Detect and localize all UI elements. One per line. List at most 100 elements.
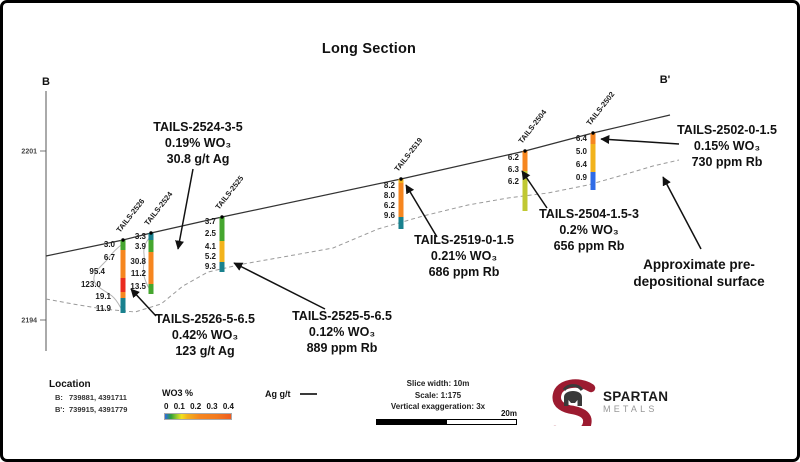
- surface-line: [45, 114, 671, 257]
- assay-value-label: 13.5: [130, 282, 146, 291]
- annotation-line: TAILS-2524-3-5: [153, 120, 242, 134]
- annotation-line: 889 ppm Rb: [307, 341, 378, 355]
- drillhole-label: TAILS-2526: [114, 197, 146, 234]
- annotation-line: TAILS-2525-5-6.5: [292, 309, 392, 323]
- location-b-row: B: 739881, 4391711: [55, 393, 127, 402]
- annotation: TAILS-2524-3-5 0.19% WO₃ 30.8 g/t Ag: [153, 120, 243, 250]
- wo3-legend-title: WO3 %: [162, 388, 194, 398]
- scalebar-filled-half: [377, 420, 447, 424]
- annotation-line: 123 g/t Ag: [175, 344, 234, 358]
- assay-value-label: 3.0: [104, 240, 116, 249]
- assay-interval-yellow: [219, 253, 225, 262]
- assay-value-label: 95.4: [89, 267, 105, 276]
- assay-value-label: 6.2: [508, 177, 520, 186]
- scalebar-graphic: [376, 419, 517, 425]
- logo-subtitle: METALS: [603, 403, 658, 414]
- annotation-line: TAILS-2526-5-6.5: [155, 312, 255, 326]
- assay-interval-teal: [148, 233, 154, 240]
- assay-value-label: 5.0: [576, 147, 588, 156]
- wo3-tick: 0.2: [190, 402, 202, 411]
- assay-interval-orange: [120, 292, 126, 298]
- assay-interval-yellow: [590, 144, 596, 158]
- assay-value-label: 6.2: [508, 153, 520, 162]
- assay-value-label: 6.2: [384, 201, 396, 210]
- assay-interval-green: [219, 217, 225, 230]
- assay-interval-orange: [522, 151, 528, 155]
- assay-value-label: 11.9: [96, 304, 112, 313]
- drillhole-collar-dot: [399, 177, 403, 181]
- location-legend: Location B: 739881, 4391711 B': 739915, …: [49, 379, 127, 414]
- annotation-line: Approximate pre-: [643, 257, 755, 272]
- wo3-legend-ticks: 0 0.1 0.2 0.3 0.4: [162, 402, 234, 411]
- drillhole-collar-dot: [121, 238, 125, 242]
- annotation-line: 0.2% WO₃: [559, 223, 618, 237]
- elevation-tick-label: 2194: [21, 318, 37, 325]
- assay-interval-orange: [120, 262, 126, 278]
- annotation: TAILS-2504-1.5-3 0.2% WO₃ 656 ppm Rb: [521, 170, 639, 253]
- assay-value-label: 19.1: [95, 292, 111, 301]
- location-b-value: 739881, 4391711: [69, 393, 127, 402]
- scalebar-label: 20m: [500, 409, 517, 418]
- wo3-tick: 0.4: [222, 402, 234, 411]
- assay-interval-orange: [398, 193, 404, 203]
- assay-interval-orange: [148, 252, 154, 272]
- annotation-arrow: [662, 176, 702, 250]
- annotation-line: 656 ppm Rb: [554, 239, 625, 253]
- ag-legend: Ag g/t: [265, 389, 317, 399]
- scalebar: 20m: [376, 409, 517, 425]
- assay-interval-orange: [398, 203, 404, 217]
- annotation-arrow: [130, 288, 157, 317]
- assay-interval-green: [219, 230, 225, 241]
- vertical-exaggeration-text: Vertical exaggeration: 3x: [390, 402, 486, 411]
- annotation: TAILS-2502-0-1.5 0.15% WO₃ 730 ppm Rb: [600, 123, 777, 169]
- drillhole-label: TAILS-2519: [392, 136, 424, 173]
- annotation-line: 0.21% WO₃: [431, 249, 497, 263]
- ag-profile-curve: [142, 234, 153, 293]
- assay-interval-orange: [398, 183, 404, 193]
- assay-interval-orange: [590, 133, 596, 144]
- annotation-line: 0.12% WO₃: [309, 325, 375, 339]
- annotation: TAILS-2526-5-6.5 0.42% WO₃ 123 g/t Ag: [130, 288, 255, 358]
- ag-profile-curve: [93, 242, 125, 311]
- section-plot: 2201 2194 B B' TAILS-2526 3.0 6.7 95.4 123.0 19.1…: [21, 74, 777, 358]
- section-endpoint-b-prime: B': [660, 74, 671, 86]
- assay-interval-yellow: [398, 179, 404, 183]
- assay-value-label: 8.0: [384, 191, 396, 200]
- assay-value-label: 6.4: [576, 134, 588, 143]
- drillhole-collar-dot: [523, 149, 527, 153]
- elevation-tick-label: 2201: [21, 149, 37, 156]
- wo3-legend: WO3 % 0 0.1 0.2 0.3 0.4: [162, 388, 234, 420]
- assay-interval-teal: [120, 298, 126, 313]
- assay-interval-olive: [522, 171, 528, 211]
- assay-value-label: 2.5: [205, 229, 217, 238]
- scale-info: Slice width: 10m Scale: 1:175 Vertical e…: [358, 378, 518, 413]
- annotation-arrow: [233, 262, 326, 310]
- annotation-line: TAILS-2519-0-1.5: [414, 233, 514, 247]
- drillhole-tails-2519: TAILS-2519 8.28.06.29.6: [384, 136, 424, 229]
- drillhole-tails-2525: TAILS-2525 3.7 2.5 4.15.29.3: [205, 174, 245, 272]
- assay-interval-red: [120, 278, 126, 292]
- assay-interval-orange: [522, 155, 528, 171]
- assay-interval-orange: [120, 250, 126, 262]
- ag-legend-label: Ag g/t: [265, 389, 291, 399]
- assay-value-label: 30.8: [130, 257, 146, 266]
- assay-value-label: 4.1: [205, 242, 217, 251]
- annotation-line: 30.8 g/t Ag: [167, 152, 230, 166]
- drillhole-label: TAILS-2525: [213, 174, 245, 211]
- spartan-helmet-icon: [552, 379, 596, 426]
- annotation: TAILS-2525-5-6.5 0.12% WO₃ 889 ppm Rb: [233, 262, 392, 355]
- annotation-line: 686 ppm Rb: [429, 265, 500, 279]
- drillhole-collar-dot: [220, 215, 224, 219]
- assay-interval-green: [148, 240, 154, 252]
- assay-value-label: 9.6: [384, 211, 396, 220]
- assay-interval-orange: [148, 272, 154, 284]
- assay-value-label: 6.4: [576, 160, 588, 169]
- assay-value-label: 3.9: [135, 242, 147, 251]
- assay-value-label: 6.7: [104, 253, 116, 262]
- assay-interval-green: [120, 240, 126, 250]
- scale-text: Scale: 1:175: [414, 390, 462, 400]
- annotation-line: depositional surface: [633, 274, 765, 289]
- drillhole-label: TAILS-2502: [584, 90, 616, 127]
- location-bprime-row: B': 739915, 4391779: [55, 405, 127, 414]
